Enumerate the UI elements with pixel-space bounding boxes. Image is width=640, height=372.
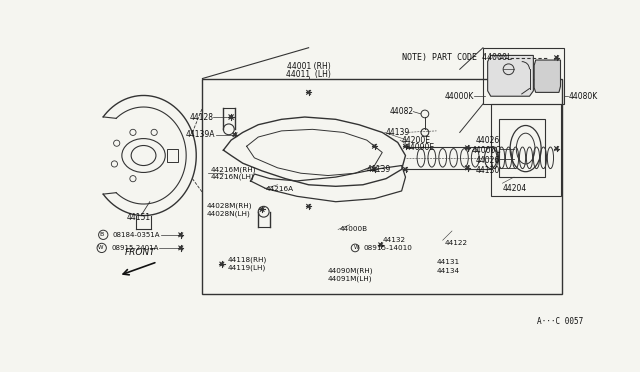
- Text: 44132: 44132: [382, 237, 405, 243]
- Text: 44001 (RH): 44001 (RH): [287, 62, 330, 71]
- Bar: [499, 119, 545, 177]
- Text: 08184-0351A: 08184-0351A: [113, 232, 160, 238]
- Text: 44139A: 44139A: [186, 130, 216, 139]
- Text: B: B: [100, 232, 104, 237]
- Text: FRONT: FRONT: [125, 248, 156, 257]
- Text: 44128: 44128: [189, 112, 213, 122]
- Text: 44080K: 44080K: [568, 92, 598, 101]
- Text: 44026: 44026: [476, 136, 499, 145]
- Text: 44091M(LH): 44091M(LH): [328, 276, 372, 282]
- Text: 44130: 44130: [476, 166, 499, 176]
- Text: 44200E: 44200E: [402, 136, 431, 145]
- Text: 44082: 44082: [389, 107, 413, 116]
- Text: 44131: 44131: [436, 259, 460, 265]
- Text: 44216A: 44216A: [266, 186, 294, 192]
- Text: 44090M(RH): 44090M(RH): [328, 268, 374, 274]
- Text: 44216N(LH): 44216N(LH): [210, 174, 254, 180]
- Text: 44139: 44139: [386, 128, 410, 137]
- Text: 44000K: 44000K: [444, 92, 474, 101]
- Text: 44216M(RH): 44216M(RH): [210, 166, 256, 173]
- Polygon shape: [488, 55, 533, 96]
- Text: 08915-14010: 08915-14010: [364, 245, 413, 251]
- Bar: [483, 48, 564, 104]
- Text: 44026: 44026: [476, 155, 499, 165]
- Text: 44122: 44122: [444, 240, 467, 246]
- Bar: [202, 78, 562, 294]
- Text: 44151: 44151: [127, 213, 150, 222]
- Text: 44204: 44204: [502, 184, 527, 193]
- Bar: [167, 150, 179, 162]
- Text: 44118(RH): 44118(RH): [227, 257, 266, 263]
- Text: 44139: 44139: [367, 165, 391, 174]
- Bar: [491, 104, 561, 196]
- Text: 44000C: 44000C: [472, 145, 501, 155]
- Text: 44028M(RH): 44028M(RH): [206, 202, 252, 209]
- Text: 44000B: 44000B: [340, 227, 368, 232]
- Text: 44011  (LH): 44011 (LH): [286, 70, 331, 79]
- Text: A···C 0057: A···C 0057: [537, 317, 584, 326]
- Text: 08915-2401A: 08915-2401A: [111, 245, 158, 251]
- Polygon shape: [534, 60, 561, 92]
- Text: 44090E: 44090E: [406, 143, 435, 152]
- Text: W: W: [354, 246, 360, 250]
- Text: NOTE) PART CODE 44000L: NOTE) PART CODE 44000L: [402, 53, 511, 62]
- Text: 44028N(LH): 44028N(LH): [206, 210, 250, 217]
- Text: 44134: 44134: [436, 268, 460, 274]
- Text: W: W: [97, 246, 103, 250]
- Text: 44119(LH): 44119(LH): [227, 265, 266, 271]
